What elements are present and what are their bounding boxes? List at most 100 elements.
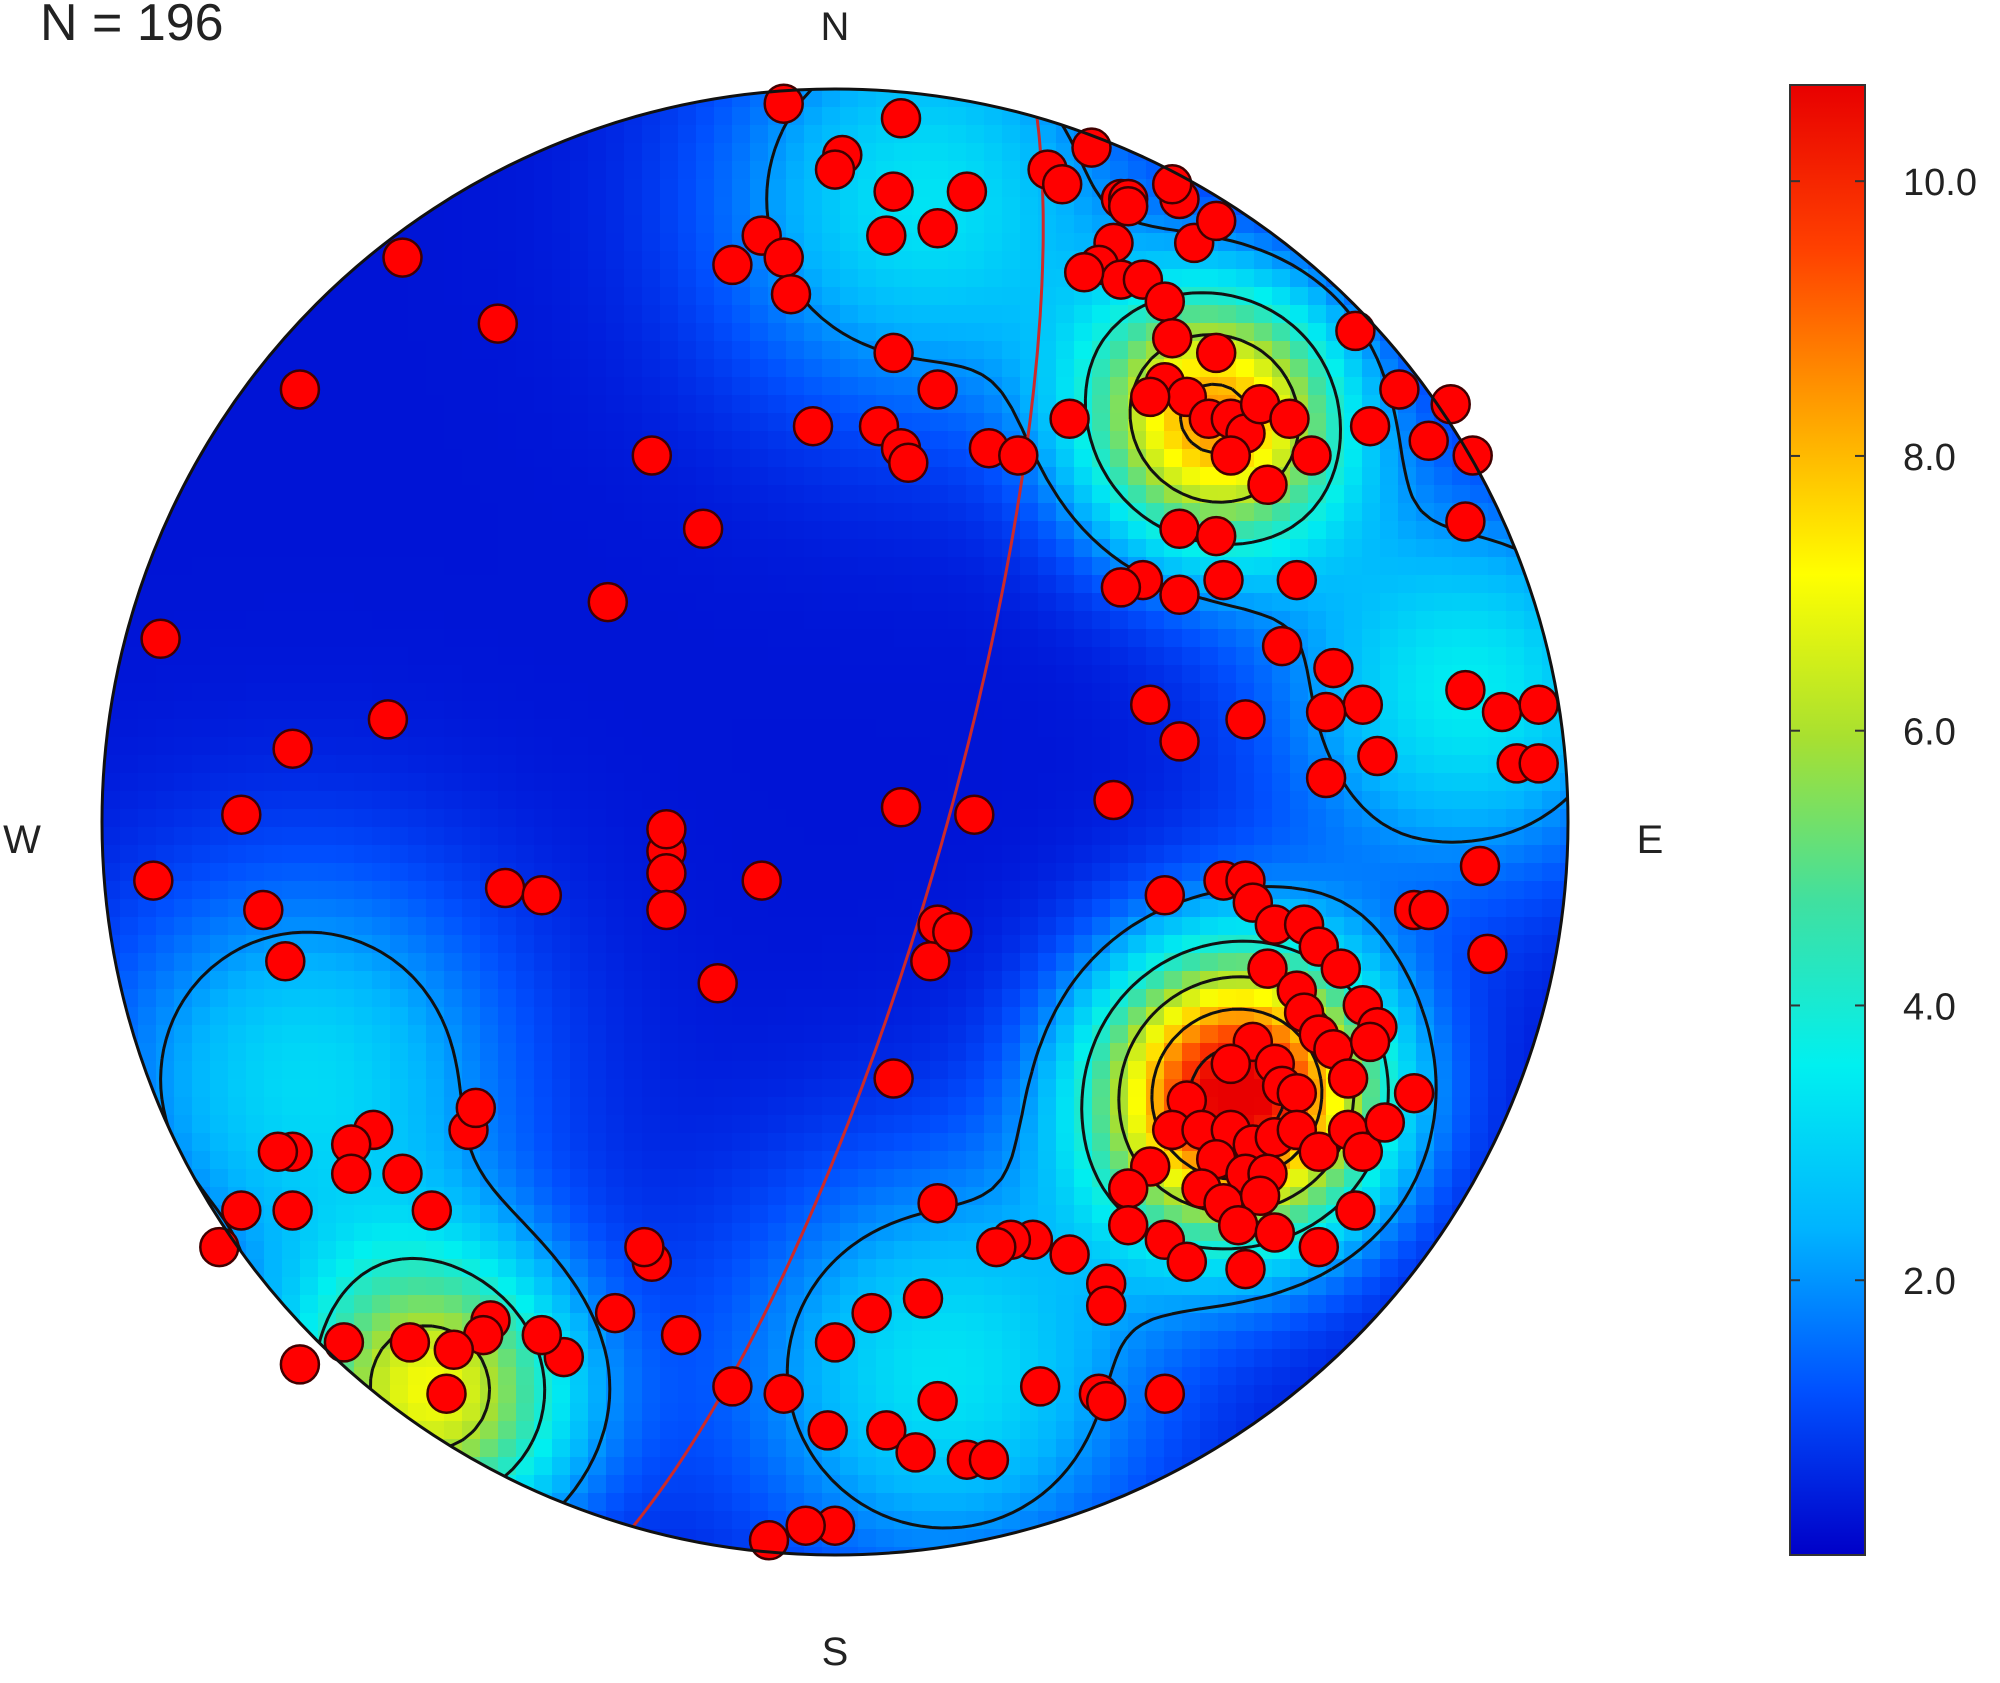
density-cell <box>318 575 337 594</box>
density-cell <box>408 665 427 684</box>
density-cell <box>138 917 157 936</box>
density-cell <box>174 449 193 468</box>
density-cell <box>732 107 751 126</box>
density-cell <box>1236 809 1255 828</box>
density-cell <box>1416 1205 1435 1224</box>
density-cell <box>1434 611 1453 630</box>
density-cell <box>696 377 715 396</box>
density-cell <box>408 485 427 504</box>
density-cell <box>174 557 193 576</box>
density-cell <box>498 1043 517 1062</box>
density-cell <box>426 773 445 792</box>
density-cell <box>1056 359 1075 378</box>
density-cell <box>1110 521 1129 540</box>
density-cell <box>1398 539 1417 558</box>
density-cell <box>732 359 751 378</box>
density-cell <box>246 1169 265 1188</box>
density-cell <box>624 773 643 792</box>
density-cell <box>408 773 427 792</box>
density-cell <box>1254 359 1273 378</box>
density-cell <box>840 1007 859 1026</box>
density-cell <box>1362 449 1381 468</box>
density-cell <box>1200 1295 1219 1314</box>
density-cell <box>768 845 787 864</box>
density-cell <box>804 1043 823 1062</box>
density-cell <box>1362 665 1381 684</box>
density-cell <box>354 845 373 864</box>
density-cell <box>840 539 859 558</box>
density-cell <box>714 359 733 378</box>
density-cell <box>1056 1169 1075 1188</box>
density-cell <box>588 971 607 990</box>
density-cell <box>1380 305 1399 324</box>
density-cell <box>156 575 175 594</box>
density-cell <box>894 521 913 540</box>
density-cell <box>246 521 265 540</box>
density-cell <box>750 1061 769 1080</box>
density-cell <box>624 1043 643 1062</box>
density-cell <box>246 323 265 342</box>
density-cell <box>570 107 589 126</box>
density-cell <box>696 449 715 468</box>
density-cell <box>912 827 931 846</box>
density-cell <box>1128 341 1147 360</box>
density-cell <box>750 539 769 558</box>
density-cell <box>336 683 355 702</box>
density-cell <box>858 1169 877 1188</box>
density-cell <box>1506 1151 1525 1170</box>
density-cell <box>894 1043 913 1062</box>
density-cell <box>624 251 643 270</box>
density-cell <box>786 323 805 342</box>
density-cell <box>192 989 211 1008</box>
density-cell <box>1146 539 1165 558</box>
density-cell <box>1128 539 1147 558</box>
density-cell <box>282 1241 301 1260</box>
density-cell <box>1542 1043 1561 1062</box>
density-cell <box>1038 611 1057 630</box>
density-cell <box>156 935 175 954</box>
density-cell <box>768 1259 787 1278</box>
density-cell <box>1056 341 1075 360</box>
density-cell <box>804 1295 823 1314</box>
density-cell <box>498 143 517 162</box>
density-cell <box>1146 611 1165 630</box>
density-cell <box>660 683 679 702</box>
density-cell <box>1470 575 1489 594</box>
density-cell <box>624 395 643 414</box>
density-cell <box>606 539 625 558</box>
density-cell <box>1200 1223 1219 1242</box>
density-cell <box>1398 1259 1417 1278</box>
density-cell <box>732 1187 751 1206</box>
density-cell <box>696 1007 715 1026</box>
density-cell <box>750 719 769 738</box>
density-cell <box>840 233 859 252</box>
density-cell <box>714 1151 733 1170</box>
density-cell <box>1200 683 1219 702</box>
density-cell <box>822 917 841 936</box>
density-cell <box>1362 1295 1381 1314</box>
density-cell <box>840 521 859 540</box>
density-cell <box>210 773 229 792</box>
density-cell <box>696 125 715 144</box>
density-cell <box>1200 791 1219 810</box>
density-cell <box>1524 557 1543 576</box>
density-cell <box>894 1133 913 1152</box>
density-cell <box>588 377 607 396</box>
density-cell <box>372 215 391 234</box>
density-cell <box>264 1025 283 1044</box>
density-cell <box>642 287 661 306</box>
density-cell <box>264 557 283 576</box>
density-cell <box>246 989 265 1008</box>
density-cell <box>318 413 337 432</box>
density-cell <box>660 953 679 972</box>
density-cell <box>1560 701 1568 720</box>
density-cell <box>192 755 211 774</box>
density-cell <box>408 593 427 612</box>
density-cell <box>876 467 895 486</box>
density-cell <box>1074 935 1093 954</box>
density-cell <box>768 467 787 486</box>
density-cell <box>552 197 571 216</box>
density-cell <box>912 539 931 558</box>
density-cell <box>318 611 337 630</box>
density-cell <box>768 485 787 504</box>
